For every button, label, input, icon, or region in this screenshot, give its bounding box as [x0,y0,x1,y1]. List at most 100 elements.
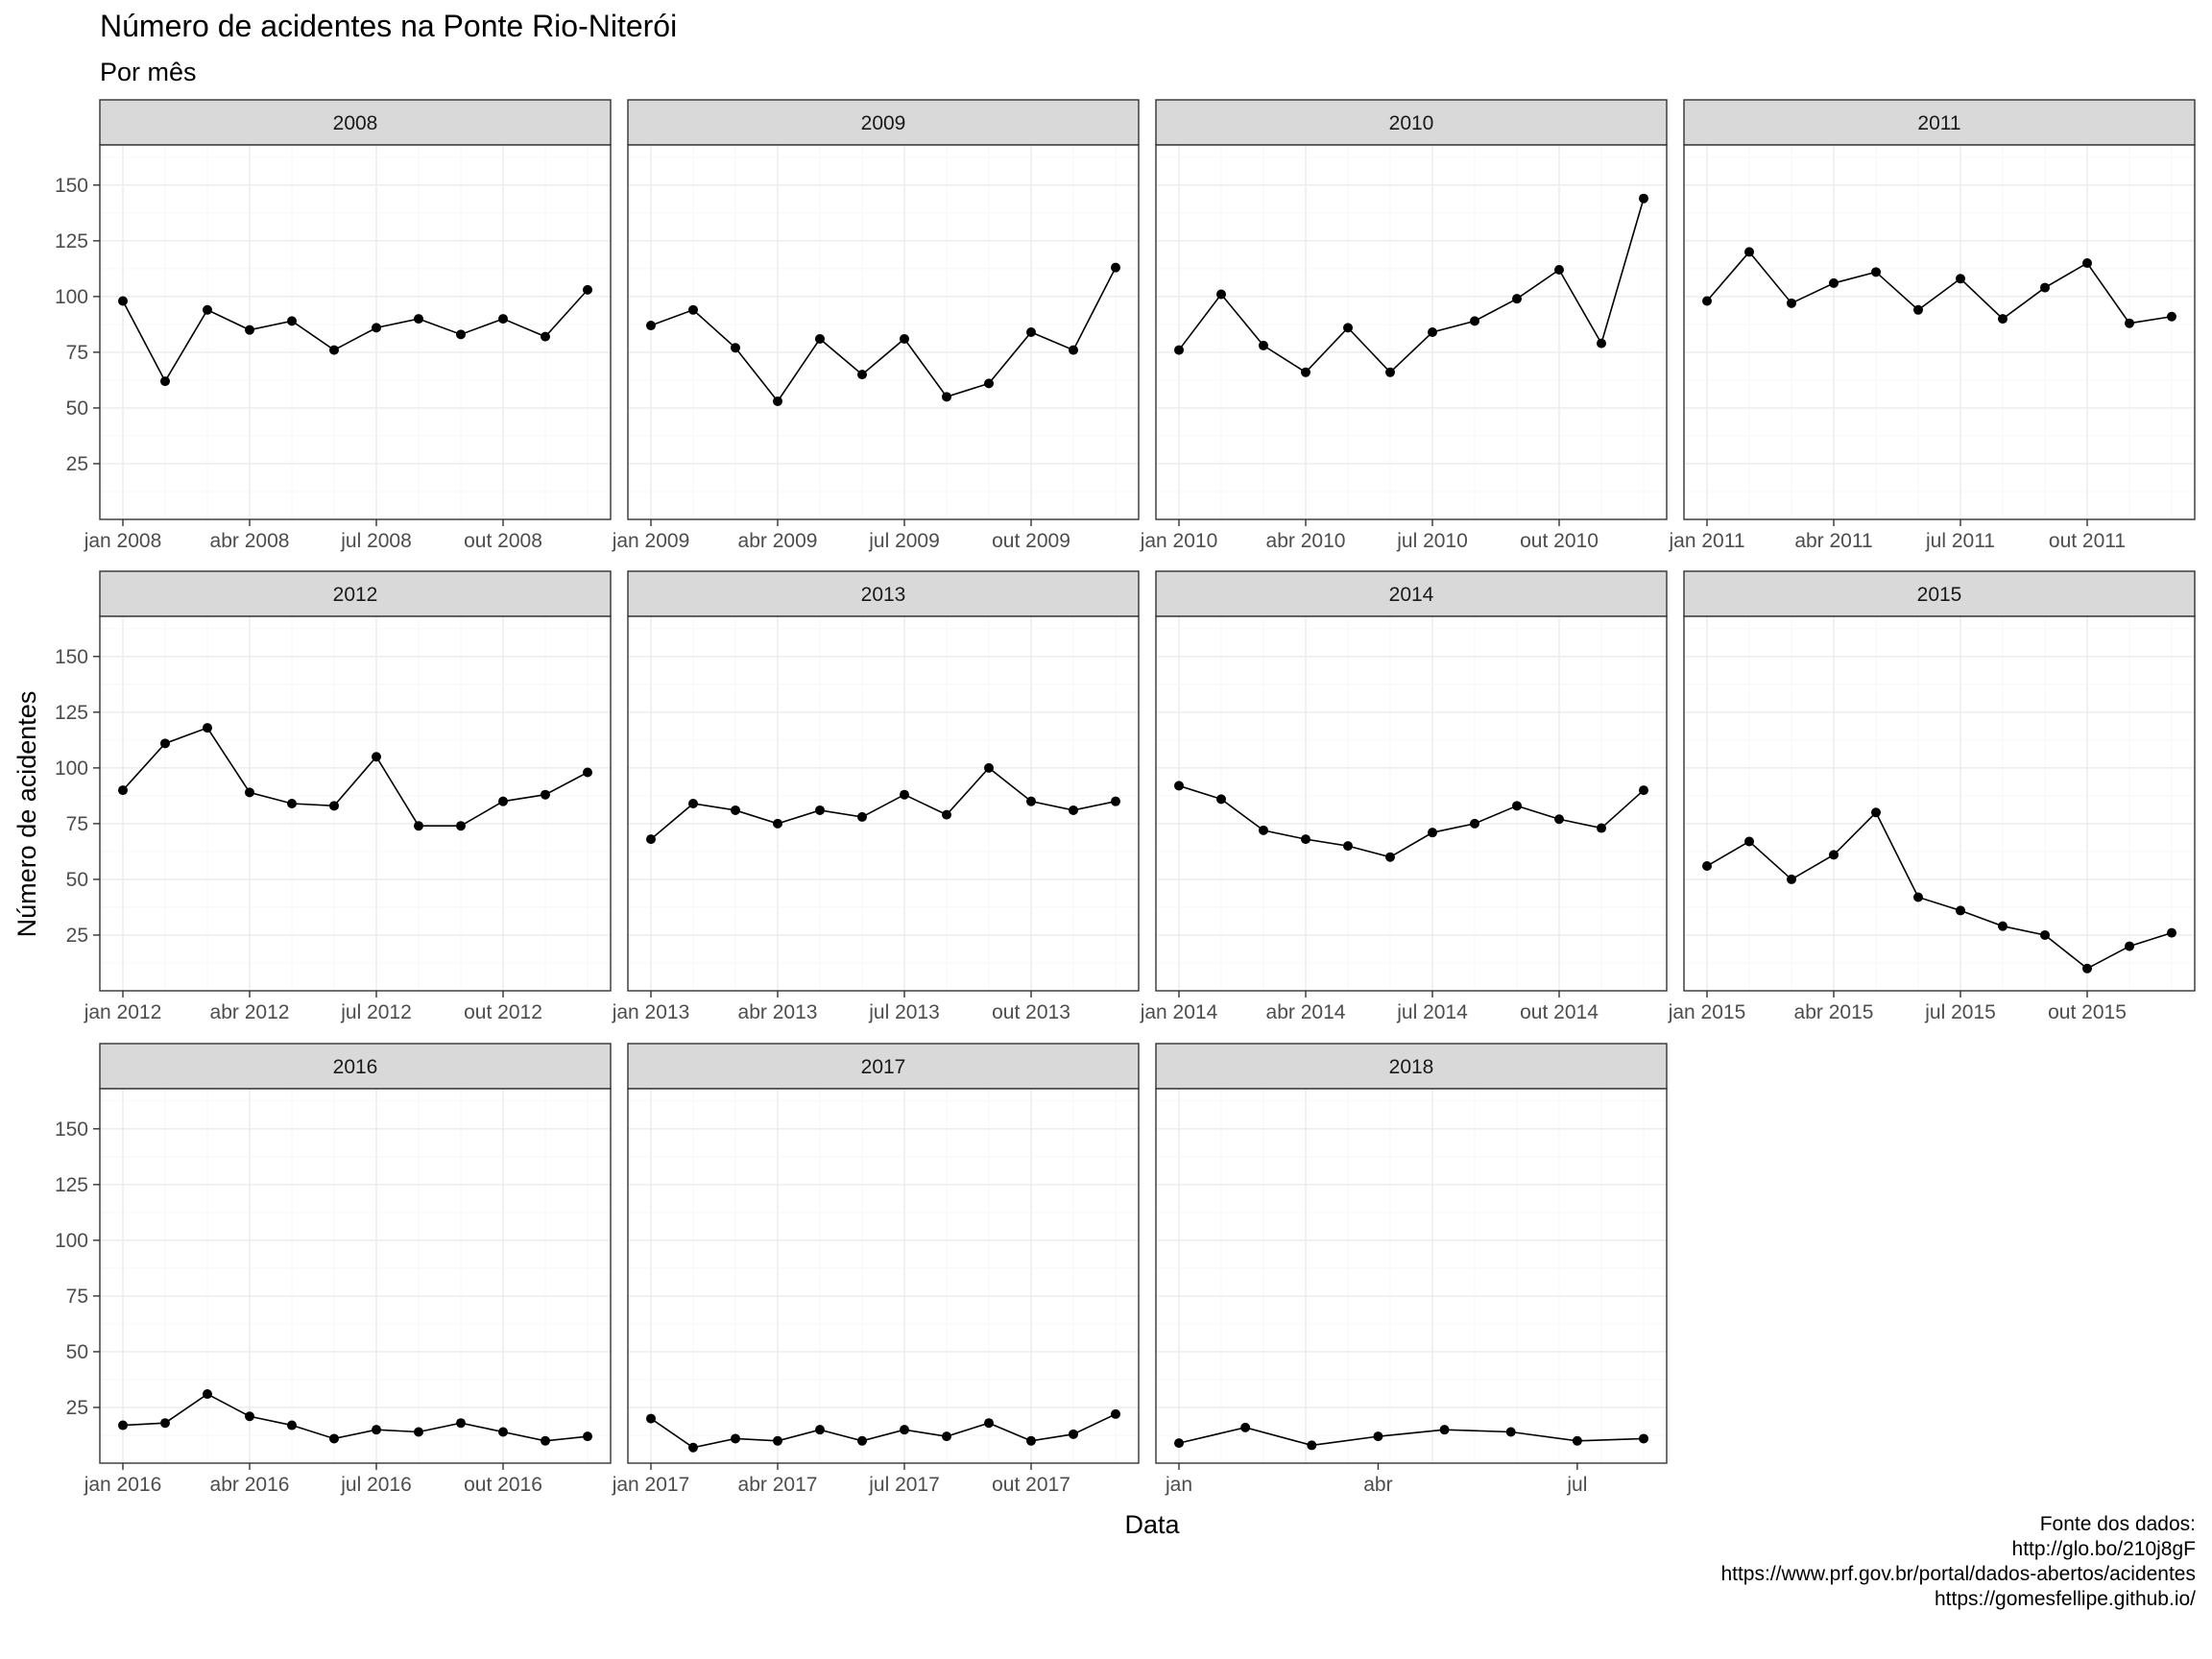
data-point: 2014-01: 92 [1174,781,1184,791]
data-point: 2013-07: 88 [900,789,909,800]
data-point: 2014-11: 73 [1597,823,1606,833]
facet-strip [1155,570,1668,617]
y-tick-label: 50 [66,397,88,420]
x-tick-label: jul 2015 [1924,1001,1996,1023]
data-point: 2014-06: 60 [1385,852,1395,862]
facet-strip-label: 2009 [861,112,906,134]
y-axis-title: Número de acidentes [12,691,41,938]
data-point: 2016-06: 11 [329,1433,339,1444]
data-point: 2012-05: 84 [287,799,297,808]
facet-2011: 2011 2011-01: 98 2011-02: 120 2011-03: 97 20… [1668,99,2196,552]
data-point: 2011-05: 111 [1871,267,1881,277]
facet-2017: 2017 2017-01: 20 2017-02: 7 2017-03: 11 2017… [612,1043,1140,1496]
data-point: 2009-06: 65 [857,370,867,380]
data-point: 2008-02: 62 [160,376,170,387]
data-point: 2008-06: 76 [329,345,339,355]
data-point: 2015-09: 25 [2040,929,2050,940]
series-line [122,1393,589,1442]
data-point: 2014-04: 68 [1301,834,1310,845]
panel-background [100,616,611,991]
panel-background [1684,616,2195,991]
x-tick-label: jul 2013 [868,1001,940,1023]
data-point: 2017-12: 22 [1111,1408,1120,1419]
data-point: 2015-01: 56 [1702,861,1712,871]
x-tick-label: jul 2016 [340,1474,412,1496]
data-point: 2008-11: 82 [541,331,550,342]
x-tick-label: abr 2016 [210,1474,290,1496]
data-point: 2017-03: 11 [731,1433,740,1444]
data-point: 2011-11: 88 [2125,318,2134,328]
x-tick-label: jul 2008 [340,530,412,552]
caption-line: http://glo.bo/210j8gF [2012,1538,2196,1560]
panel-border [99,1088,612,1464]
panel-border [627,144,1140,520]
series-line [1706,251,2173,325]
panel-background [1156,616,1667,991]
data-point: 2009-10: 84 [1026,327,1036,337]
facet-strip-label: 2011 [1917,112,1960,134]
x-tick-label: abr [1363,1474,1392,1496]
data-point: 2013-09: 100 [984,762,994,773]
data-point: 2016-04: 21 [245,1411,254,1422]
data-point: 2012-01: 90 [118,785,128,796]
panel-background [100,1089,611,1463]
panel-background [100,145,611,519]
data-point: 2016-05: 17 [287,1420,297,1431]
x-tick-label: jul 2009 [868,530,940,552]
data-point: 2009-12: 113 [1111,262,1120,273]
x-tick-label: abr 2010 [1266,530,1346,552]
facet-2009: 2009 2009-01: 87 2009-02: 94 2009-03: 77 200… [612,99,1140,552]
facet-strip-label: 2012 [333,584,378,606]
data-point: 2012-06: 83 [329,801,339,811]
data-point: 2008-12: 103 [583,284,592,295]
data-point: 2017-02: 7 [688,1442,698,1453]
data-point: 2016-09: 18 [456,1418,466,1429]
facet-2012: 2012 2012-01: 90 2012-02: 111 2012-03: 118 2… [55,570,612,1023]
series-line [122,289,589,383]
data-point: 2013-05: 81 [815,805,825,815]
data-point: 2010-05: 86 [1343,323,1353,333]
data-point: 2009-01: 87 [646,321,656,331]
panel-border [1683,615,2196,992]
x-tick-label: abr 2011 [1794,530,1872,552]
data-point: 2013-12: 85 [1111,796,1120,806]
data-point: 2016-07: 15 [372,1425,381,1435]
x-tick-label: jul 2017 [868,1474,940,1496]
x-tick-label: out 2015 [2048,1001,2127,1023]
panel-background [628,145,1139,519]
facet-strip [627,1043,1140,1090]
data-point: 2011-03: 97 [1787,298,1796,308]
facet-strip [1155,1043,1668,1090]
panel-border [627,615,1140,992]
data-point: 2009-03: 77 [731,343,740,353]
facet-2010: 2010 2010-01: 76 2010-02: 101 2010-03: 78 20… [1140,99,1668,552]
facet-strip-label: 2015 [1917,584,1962,606]
data-point: 2008-05: 89 [287,316,297,326]
y-tick-label: 25 [66,1397,88,1419]
data-point: 2009-11: 76 [1069,345,1078,355]
data-point: 2013-03: 81 [731,805,740,815]
x-tick-label: out 2014 [1520,1001,1599,1023]
x-tick-label: out 2008 [464,530,542,552]
data-point: 2017-07: 15 [900,1425,909,1435]
data-point: 2015-08: 29 [1998,921,2008,931]
data-point: 2013-06: 78 [857,811,867,822]
facet-strip-label: 2016 [333,1056,378,1078]
x-tick-label: jul 2011 [1925,530,1995,552]
y-tick-label: 125 [55,230,88,252]
data-point: 2011-07: 108 [1956,274,1965,284]
panel-background [1684,145,2195,519]
y-tick-label: 25 [66,925,88,947]
data-point: 2016-03: 31 [203,1389,212,1400]
data-point: 2010-02: 101 [1216,289,1226,300]
data-point: 2011-08: 90 [1998,314,2008,325]
data-point: 2008-03: 94 [203,304,212,315]
data-point: 2013-01: 68 [646,834,656,845]
x-tick-label: jan 2014 [1140,1001,1218,1023]
facet-2016: 2016 2016-01: 17 2016-02: 18 2016-03: 31 201… [55,1043,612,1496]
x-tick-label: jul 2010 [1396,530,1468,552]
chart-title: Número de acidentes na Ponte Rio-Niterói [100,9,677,43]
data-point: 2014-02: 86 [1216,794,1226,805]
x-tick-label: jul [1566,1474,1587,1496]
data-point: 2016-02: 18 [160,1418,170,1429]
